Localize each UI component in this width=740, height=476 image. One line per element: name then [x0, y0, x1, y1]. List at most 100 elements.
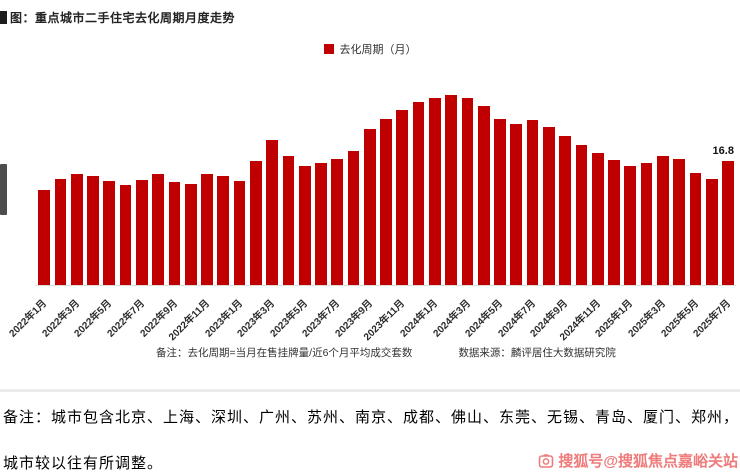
bar-slot — [622, 85, 638, 285]
bar-2023年5月 — [298, 165, 311, 285]
bar-2025年1月 — [624, 165, 637, 285]
sohu-logo-icon — [538, 453, 554, 469]
bar-slot — [117, 85, 133, 285]
bar-slot — [183, 85, 199, 285]
bar-slot — [264, 85, 280, 285]
bar-slot — [345, 85, 361, 285]
bar-2024年7月 — [526, 119, 539, 285]
bar-slot — [638, 85, 654, 285]
bar-slot — [134, 85, 150, 285]
bar-slot — [280, 85, 296, 285]
bar-slot — [69, 85, 85, 285]
bar-slot — [704, 85, 720, 285]
bar-slot — [150, 85, 166, 285]
left-edge-scroll-thumb — [0, 164, 7, 215]
bar-slot — [101, 85, 117, 285]
bar-2022年9月 — [168, 182, 181, 285]
chart-footnotes: 备注：去化周期=当月在售挂牌量/近6个月平均成交套数 数据来源：麟评居住大数据研… — [36, 345, 736, 360]
bar-2025年3月 — [656, 156, 669, 285]
article-note-line1: 备注：城市包含北京、上海、深圳、广州、苏州、南京、成都、佛山、东莞、无锡、青岛、… — [3, 410, 740, 426]
bar-2022年7月 — [135, 179, 148, 285]
bar-slot — [671, 85, 687, 285]
bar-2024年1月 — [429, 98, 441, 285]
bar-2023年2月 — [249, 160, 262, 285]
bar-slot — [297, 85, 313, 285]
bar-slot — [427, 85, 443, 285]
bar-slot — [459, 85, 475, 285]
bar-slot — [508, 85, 524, 285]
bar-2022年2月 — [54, 179, 67, 285]
bar-plot: 16.8 — [36, 85, 736, 286]
legend-label: 去化周期（月） — [339, 44, 417, 56]
bar-2025年4月 — [673, 159, 685, 285]
bar-2023年3月 — [266, 139, 278, 285]
bar-2025年7月 — [722, 160, 734, 285]
bar-2023年9月 — [363, 129, 376, 285]
bar-slot — [590, 85, 606, 285]
chart-footnote-source: 数据来源：麟评居住大数据研究院 — [458, 347, 616, 359]
bar-slot — [166, 85, 182, 285]
bar-2024年2月 — [445, 95, 458, 285]
bar-2023年12月 — [412, 102, 425, 285]
bar-slot — [655, 85, 671, 285]
chart-title: 图：重点城市二手住宅去化周期月度走势 — [10, 11, 236, 25]
bar-2023年7月 — [331, 159, 344, 285]
bar-2024年12月 — [608, 159, 620, 285]
bar-2023年4月 — [282, 156, 295, 285]
bar-slot — [541, 85, 557, 285]
bar-2022年5月 — [103, 180, 116, 285]
x-axis: 2022年1月 2022年3月 2022年5月 2022年7月 2022年9月 2022年… — [8, 286, 736, 344]
bar-2023年1月 — [233, 180, 246, 285]
bar-2025年5月 — [689, 173, 702, 285]
bar-2024年5月 — [494, 119, 506, 285]
bar-slot: 16.8 — [713, 85, 736, 285]
bar-slot — [313, 85, 329, 285]
chart-legend: 去化周期（月） — [0, 41, 740, 57]
bar-slot — [573, 85, 589, 285]
bar-slot — [394, 85, 410, 285]
bar-slot — [557, 85, 573, 285]
bar-2022年10月 — [184, 184, 197, 285]
watermark: 搜狐号@搜狐焦点嘉峪关站 — [538, 450, 738, 471]
bar-slot — [492, 85, 508, 285]
bar-slot — [199, 85, 215, 285]
bar-2022年4月 — [87, 176, 99, 285]
bar-slot — [443, 85, 459, 285]
bar-slot — [524, 85, 540, 285]
bar-2024年6月 — [510, 123, 523, 285]
bar-slot — [52, 85, 68, 285]
bar-slot — [36, 85, 52, 285]
bar-slot — [231, 85, 247, 285]
bar-slot — [378, 85, 394, 285]
bar-2024年11月 — [591, 153, 604, 285]
last-bar-value-label: 16.8 — [712, 144, 734, 157]
bar-2024年9月 — [559, 136, 571, 285]
bar-slot — [329, 85, 345, 285]
chart-footnote-definition: 备注：去化周期=当月在售挂牌量/近6个月平均成交套数 — [156, 347, 413, 359]
bar-2022年6月 — [119, 185, 132, 285]
bar-slot — [476, 85, 492, 285]
bar-slot — [248, 85, 264, 285]
bar-2024年8月 — [543, 127, 555, 285]
bar-2022年1月 — [38, 190, 50, 285]
bar-2024年4月 — [477, 106, 490, 285]
bar-slot — [215, 85, 231, 285]
bar-slot — [606, 85, 622, 285]
bar-slot — [85, 85, 101, 285]
bar-2025年6月 — [705, 179, 718, 285]
bar-2023年10月 — [380, 119, 392, 285]
bar-2022年12月 — [217, 176, 230, 285]
bar-slot — [362, 85, 378, 285]
bar-2024年10月 — [575, 145, 588, 285]
legend-swatch-icon — [323, 44, 334, 54]
bar-2024年3月 — [461, 97, 474, 285]
bar-2022年3月 — [70, 173, 83, 285]
section-divider — [0, 389, 740, 392]
bar-2022年11月 — [201, 173, 213, 285]
bar-slot — [410, 85, 426, 285]
figure-caption-row: 图：重点城市二手住宅去化周期月度走势 — [0, 9, 235, 26]
square-bullet-icon — [0, 11, 7, 24]
watermark-text: 搜狐号@搜狐焦点嘉峪关站 — [558, 453, 738, 470]
article-note-line2: 城市较以往有所调整。 — [3, 456, 164, 472]
